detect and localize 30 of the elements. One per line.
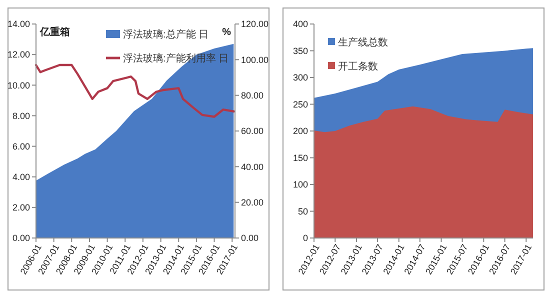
- legend-label: 生产线总数: [338, 36, 388, 48]
- y2-tick-label: 0.00: [241, 233, 259, 244]
- y2-tick-label: 20.00: [241, 197, 264, 208]
- y2-tick-label: 100.00: [241, 54, 269, 65]
- y2-tick-label: 80.00: [241, 90, 264, 100]
- y-tick-label: 150: [292, 152, 308, 163]
- y-tick-label: 50: [298, 206, 308, 216]
- legend-label: 浮法玻璃:总产能 日: [123, 28, 209, 40]
- y2-axis-title: %: [222, 27, 232, 38]
- y-tick-label: 200: [292, 126, 308, 136]
- y-tick-label: 400: [292, 19, 308, 30]
- y2-tick-label: 60.00: [241, 126, 264, 136]
- y-tick-label: 2.00: [12, 202, 30, 213]
- y-tick-label: 350: [292, 46, 308, 56]
- y-tick-label: 12.00: [7, 50, 30, 60]
- y2-tick-label: 40.00: [241, 162, 264, 172]
- y-tick-label: 0.00: [12, 233, 30, 244]
- y-tick-label: 6.00: [12, 141, 30, 152]
- y-axis-title: 亿重箱: [39, 26, 70, 38]
- y-tick-label: 14.00: [7, 19, 30, 30]
- line-series: [34, 64, 235, 118]
- y-tick-label: 8.00: [12, 110, 30, 121]
- legend-label: 开工条数: [338, 60, 378, 72]
- y-tick-label: 100: [292, 180, 308, 190]
- y-tick-label: 250: [292, 99, 308, 110]
- y-tick-label: 4.00: [12, 172, 30, 182]
- y-tick-label: 300: [292, 72, 308, 83]
- y-tick-label: 0: [302, 233, 308, 244]
- y-tick-label: 10.00: [7, 80, 30, 90]
- y2-tick-label: 120.00: [241, 19, 269, 30]
